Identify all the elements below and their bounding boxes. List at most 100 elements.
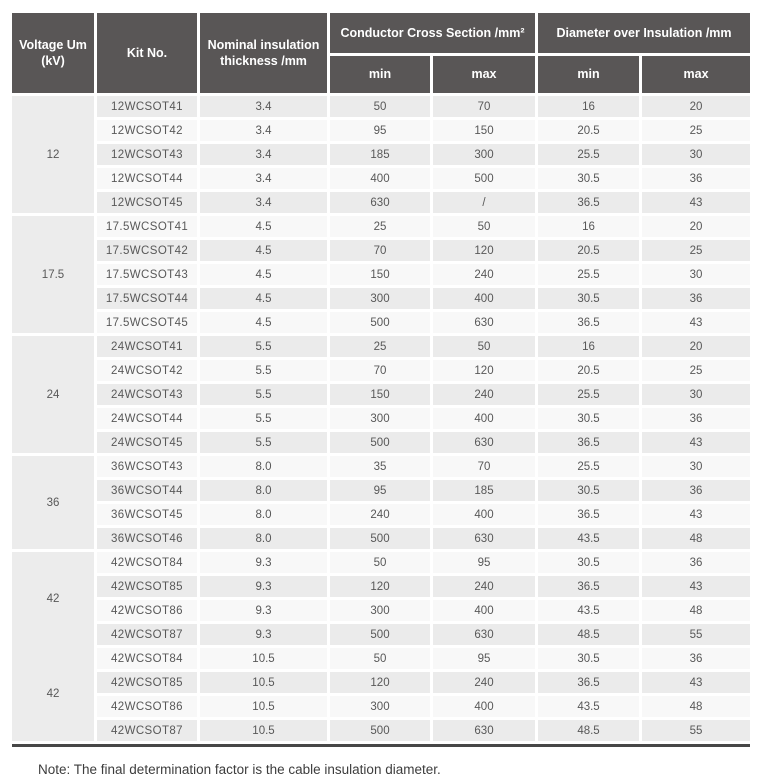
ccs-min-cell: 500: [330, 720, 430, 741]
ccs-min-cell: 95: [330, 480, 430, 501]
doi-min-cell: 36.5: [538, 192, 640, 213]
kit-cell: 12WCSOT41: [97, 96, 197, 117]
ccs-max-cell: /: [433, 192, 536, 213]
kit-cell: 17.5WCSOT44: [97, 288, 197, 309]
doi-max-cell: 43: [642, 312, 751, 333]
ccs-max-cell: 240: [433, 384, 536, 405]
table-row: 24WCSOT43 5.5 150 240 25.5 30: [12, 384, 751, 405]
thickness-cell: 9.3: [200, 576, 327, 597]
doi-min-cell: 16: [538, 336, 640, 357]
ccs-max-cell: 400: [433, 504, 536, 525]
doi-min-cell: 36.5: [538, 576, 640, 597]
ccs-max-cell: 95: [433, 648, 536, 669]
ccs-max-cell: 630: [433, 720, 536, 741]
kit-cell: 24WCSOT44: [97, 408, 197, 429]
table-row: 36WCSOT44 8.0 95 185 30.5 36: [12, 480, 751, 501]
thickness-cell: 8.0: [200, 504, 327, 525]
doi-min-cell: 30.5: [538, 168, 640, 189]
ccs-min-cell: 300: [330, 600, 430, 621]
doi-max-cell: 43: [642, 504, 751, 525]
doi-min-cell: 20.5: [538, 240, 640, 261]
ccs-min-cell: 95: [330, 120, 430, 141]
doi-max-cell: 43: [642, 672, 751, 693]
ccs-min-cell: 500: [330, 312, 430, 333]
table-row: 36 36WCSOT43 8.0 35 70 25.5 30: [12, 456, 751, 549]
ccs-min-cell: 185: [330, 144, 430, 165]
ccs-max-cell: 120: [433, 360, 536, 381]
ccs-max-cell: 400: [433, 600, 536, 621]
header-doi-max: max: [642, 56, 751, 93]
kit-cell: 36WCSOT45: [97, 504, 197, 525]
kit-cell: 17.5WCSOT45: [97, 312, 197, 333]
doi-max-cell: 20: [642, 336, 751, 357]
ccs-min-cell: 120: [330, 672, 430, 693]
spec-table: Voltage Um (kV) Kit No. Nominal insulati…: [9, 10, 753, 744]
ccs-max-cell: 630: [433, 624, 536, 645]
voltage-cell: 42 42: [12, 552, 94, 741]
thickness-cell: 5.5: [200, 408, 327, 429]
doi-min-cell: 30.5: [538, 552, 640, 573]
doi-min-cell: 25.5: [538, 264, 640, 285]
doi-min-cell: 25.5: [538, 384, 640, 405]
doi-max-cell: 43: [642, 576, 751, 597]
thickness-cell: 10.5: [200, 672, 327, 693]
doi-min-cell: 48.5: [538, 720, 640, 741]
table-row: 17.5WCSOT44 4.5 300 400 30.5 36: [12, 288, 751, 309]
kit-cell: 42WCSOT86: [97, 600, 197, 621]
kit-cell: 17.5WCSOT41: [97, 216, 197, 237]
doi-max-cell: 25: [642, 360, 751, 381]
thickness-cell: 3.4: [200, 96, 327, 117]
thickness-cell: 5.5: [200, 360, 327, 381]
table-row: 12WCSOT45 3.4 630/36.5 43: [12, 192, 751, 213]
table-row: 24WCSOT44 5.5 300 400 30.5 36: [12, 408, 751, 429]
kit-cell: 12WCSOT42: [97, 120, 197, 141]
kit-cell: 42WCSOT85: [97, 576, 197, 597]
header-nominal-thickness: Nominal insulation thickness /mm: [200, 13, 327, 93]
doi-max-cell: 20: [642, 216, 751, 237]
ccs-max-cell: 185: [433, 480, 536, 501]
table-row: 24WCSOT45 5.5 500 630 36.5 43: [12, 432, 751, 453]
kit-cell: 42WCSOT87: [97, 624, 197, 645]
ccs-min-cell: 500: [330, 528, 430, 549]
ccs-min-cell: 150: [330, 264, 430, 285]
table-row: 12WCSOT44 3.4 400 500 30.5 36: [12, 168, 751, 189]
table-row: 42 42 42WCSOT84 9.3 50 95 30.5 36: [12, 552, 751, 741]
ccs-max-cell: 95: [433, 552, 536, 573]
ccs-max-cell: 240: [433, 264, 536, 285]
ccs-min-cell: 300: [330, 696, 430, 717]
header-kit-no: Kit No.: [97, 13, 197, 93]
thickness-cell: 4.5: [200, 216, 327, 237]
header-ccs-min: min: [330, 56, 430, 93]
table-body: 12 12WCSOT41 3.4 50 70 16 20 12WCSOT42 3.4 95 150 2…: [12, 96, 751, 741]
table-row: 12WCSOT43 3.4 185 300 25.5 30: [12, 144, 751, 165]
doi-max-cell: 25: [642, 240, 751, 261]
ccs-max-cell: 630: [433, 528, 536, 549]
header-ccs-max: max: [433, 56, 536, 93]
doi-min-cell: 30.5: [538, 408, 640, 429]
ccs-min-cell: 400: [330, 168, 430, 189]
thickness-cell: 9.3: [200, 552, 327, 573]
thickness-cell: 4.5: [200, 288, 327, 309]
kit-cell: 42WCSOT87: [97, 720, 197, 741]
kit-cell: 24WCSOT42: [97, 360, 197, 381]
header-voltage: Voltage Um (kV): [12, 13, 94, 93]
doi-max-cell: 20: [642, 96, 751, 117]
table-row: 17.5WCSOT42 4.5 70 120 20.5 25: [12, 240, 751, 261]
doi-min-cell: 48.5: [538, 624, 640, 645]
kit-cell: 12WCSOT43: [97, 144, 197, 165]
ccs-min-cell: 240: [330, 504, 430, 525]
ccs-max-cell: 630: [433, 312, 536, 333]
table-row: 36WCSOT45 8.0 240 400 36.5 43: [12, 504, 751, 525]
note-text: Note: The final determination factor is …: [38, 762, 441, 777]
doi-max-cell: 30: [642, 456, 751, 477]
ccs-min-cell: 50: [330, 552, 430, 573]
ccs-min-cell: 25: [330, 216, 430, 237]
kit-cell: 36WCSOT43: [97, 456, 197, 477]
thickness-cell: 4.5: [200, 264, 327, 285]
doi-min-cell: 30.5: [538, 648, 640, 669]
kit-cell: 24WCSOT45: [97, 432, 197, 453]
doi-min-cell: 36.5: [538, 672, 640, 693]
kit-cell: 42WCSOT86: [97, 696, 197, 717]
thickness-cell: 8.0: [200, 480, 327, 501]
